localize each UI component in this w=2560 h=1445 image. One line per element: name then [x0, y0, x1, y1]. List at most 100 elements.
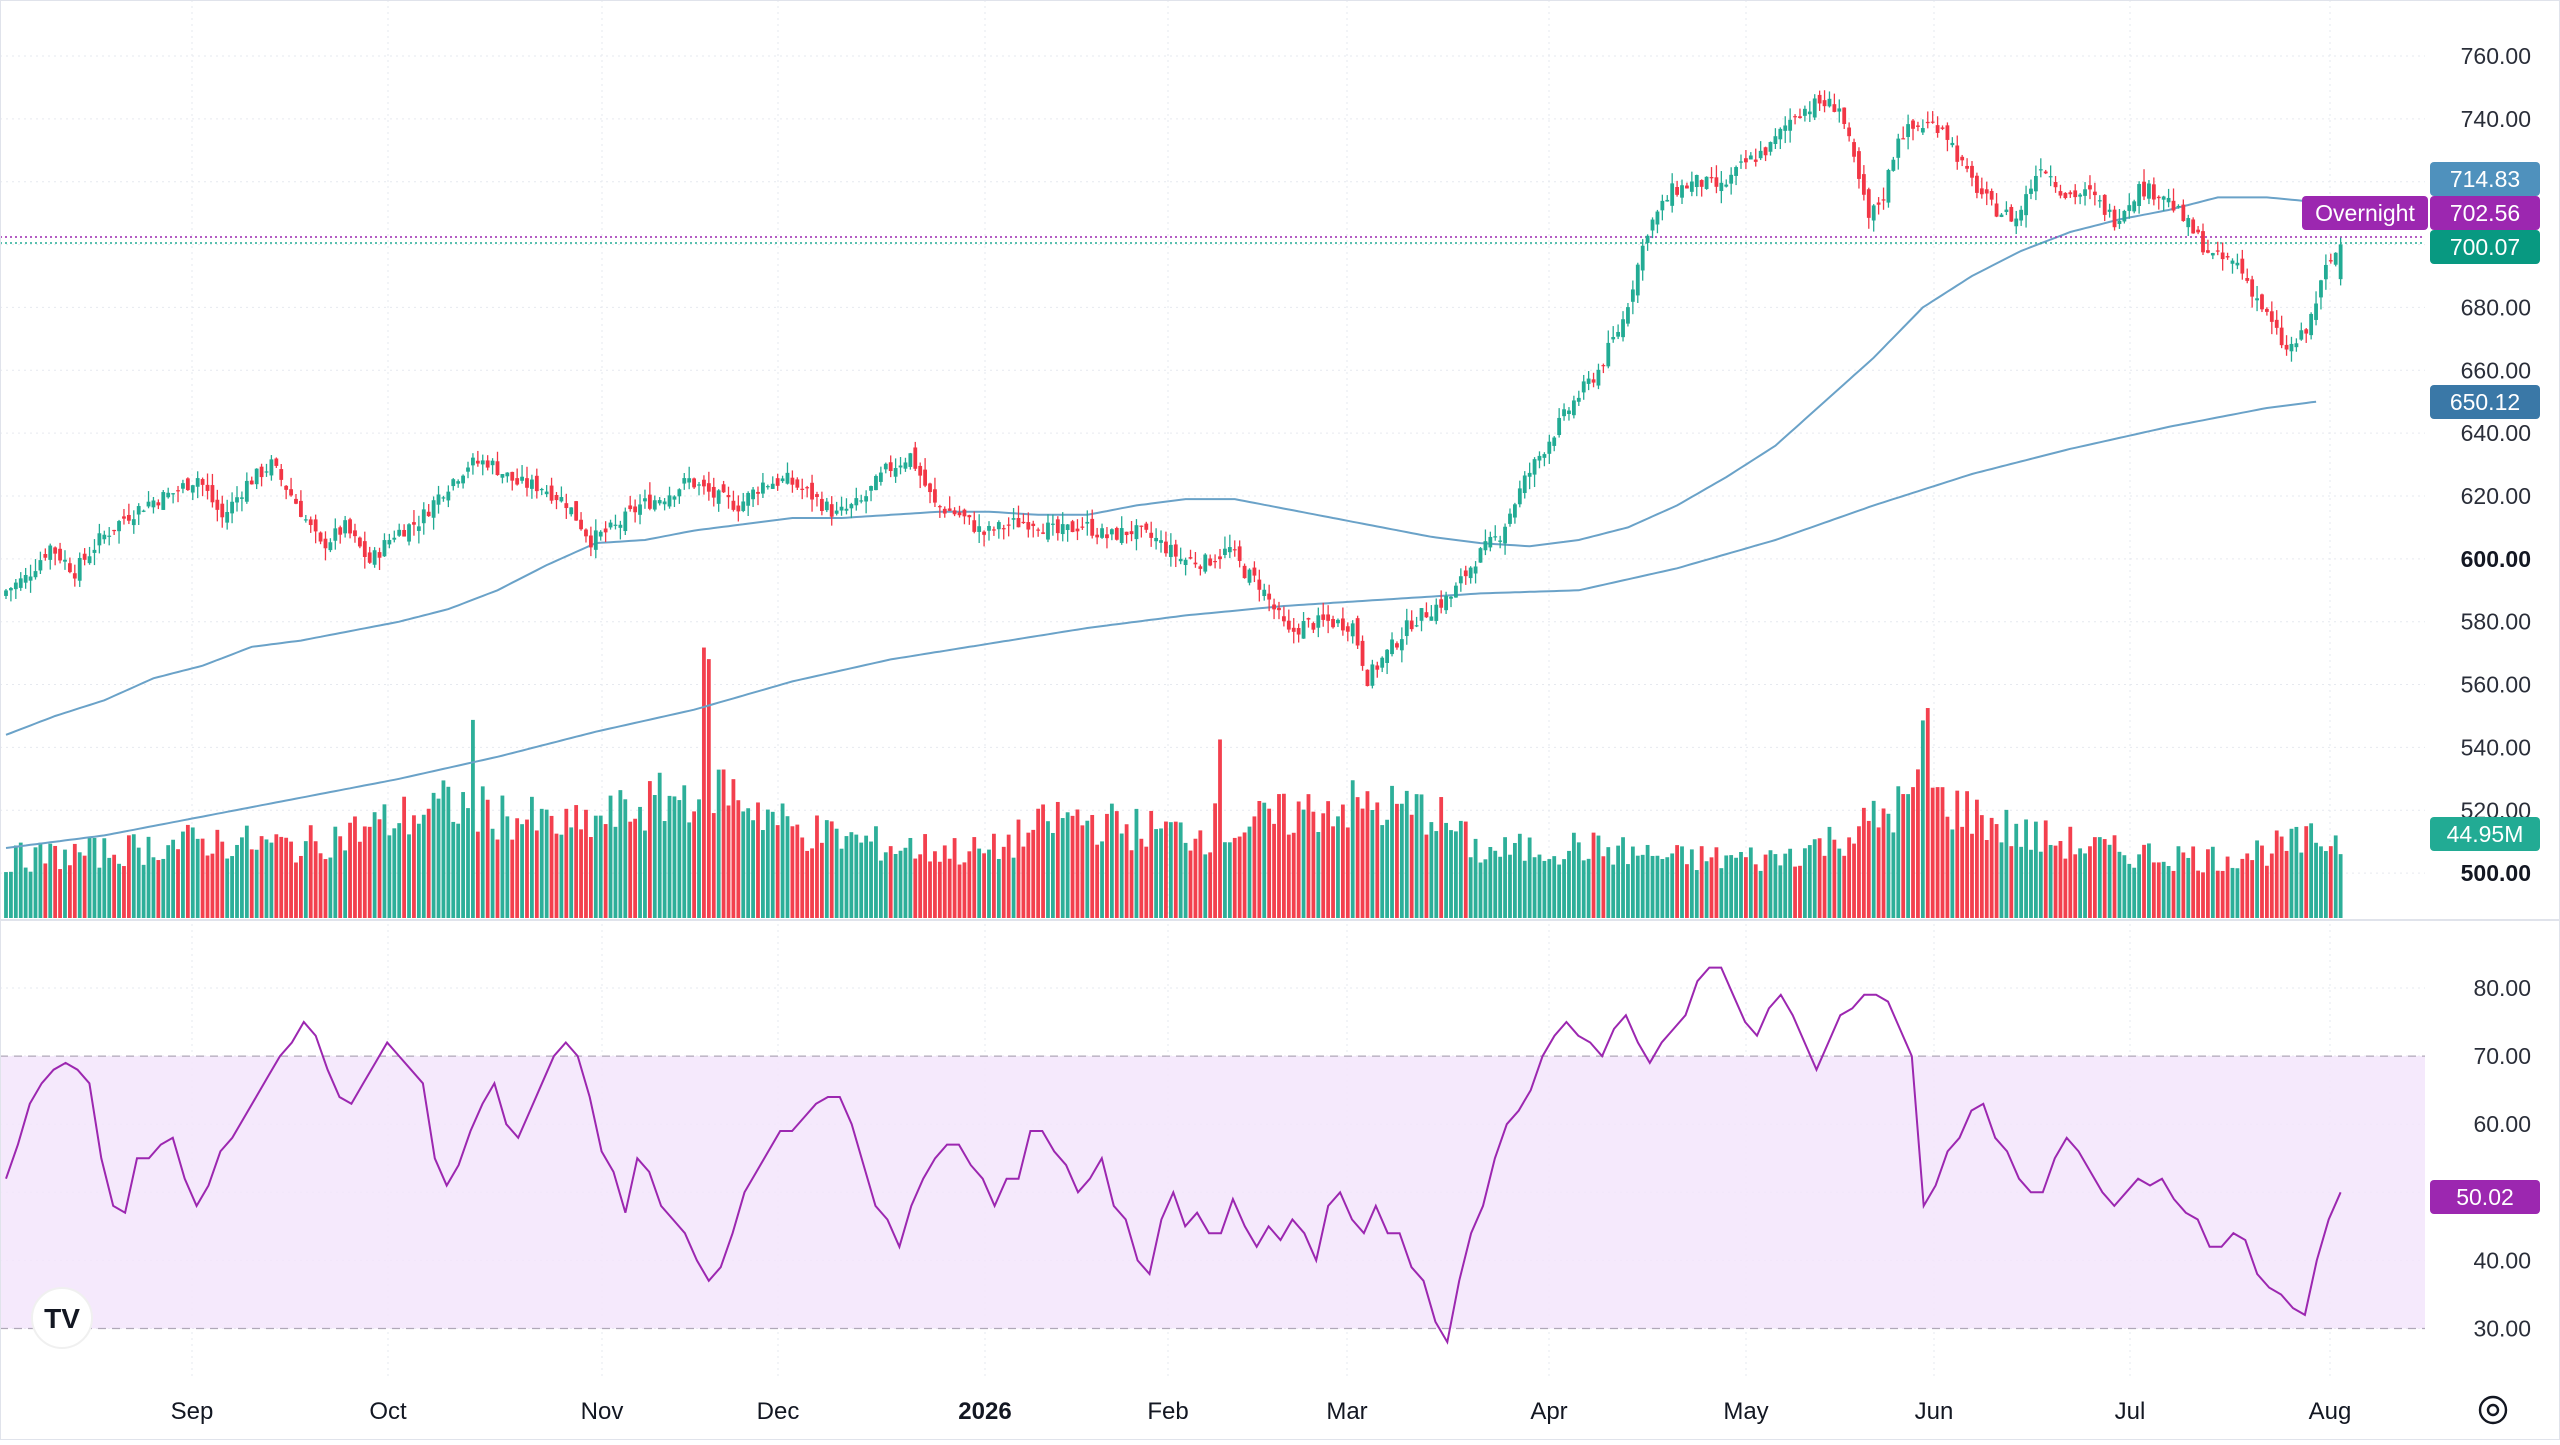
ma200-line — [5, 400, 2317, 849]
volume-bar — [947, 858, 952, 918]
candle-body — [205, 484, 210, 491]
volume-bar — [569, 827, 574, 918]
volume-bar — [937, 861, 942, 918]
volume-bar — [893, 854, 898, 918]
candle-body — [1227, 547, 1232, 553]
volume-bar — [471, 719, 475, 918]
volume-bar — [1970, 833, 1974, 918]
candle-body — [1886, 170, 1891, 203]
candle-body — [2166, 197, 2171, 203]
volume-bar — [1100, 841, 1104, 918]
volume-bar — [2304, 826, 2309, 918]
volume-bar — [1763, 854, 1768, 918]
candle-body — [1473, 566, 1478, 574]
volume-bar — [1262, 802, 1267, 918]
volume-bar — [824, 820, 829, 918]
volume-bar — [1611, 864, 1616, 918]
candle-body — [687, 478, 692, 483]
candle-body — [1881, 199, 1886, 201]
volume-bar — [367, 826, 372, 918]
volume-bar — [1994, 824, 1999, 918]
candle-body — [1591, 379, 1596, 383]
candle-body — [1262, 589, 1267, 597]
last-price-badge: 700.07 — [2430, 230, 2540, 264]
volume-bar — [1326, 801, 1331, 918]
volume-bar — [1306, 794, 1311, 918]
candle-body — [1173, 544, 1178, 557]
volume-bar — [1247, 826, 1252, 918]
volume-bar — [996, 858, 1001, 918]
volume-bar — [412, 815, 416, 918]
candle-body — [2284, 344, 2289, 350]
volume-bar — [2235, 868, 2240, 918]
volume-bar — [210, 853, 215, 918]
candle-body — [1385, 649, 1390, 663]
candle-body — [1404, 620, 1409, 637]
candle-body — [146, 501, 151, 507]
candle-body — [2265, 308, 2269, 312]
volume-bar — [1965, 791, 1969, 918]
candle-body — [1975, 175, 1979, 193]
volume-bar — [810, 848, 814, 918]
candle-body — [348, 519, 352, 534]
volume-bar — [249, 849, 254, 918]
rsi-pane[interactable] — [0, 966, 2425, 1345]
volume-bar — [1454, 831, 1458, 918]
candle-body — [284, 485, 289, 490]
volume-bar — [874, 826, 878, 918]
volume-bar — [1955, 790, 1960, 918]
candle-body — [1758, 150, 1763, 159]
volume-bar — [1586, 858, 1591, 918]
volume-bar — [1154, 829, 1159, 918]
volume-bar — [318, 853, 323, 918]
volume-bar — [421, 814, 426, 918]
candle-body — [2171, 200, 2176, 211]
tradingview-logo[interactable]: TV — [31, 1287, 93, 1349]
candle-body — [682, 478, 687, 484]
rsi-badge-text: 50.02 — [2456, 1184, 2514, 1210]
volume-bar — [967, 851, 972, 918]
candlesticks[interactable] — [4, 90, 2343, 689]
overnight-label-text: Overnight — [2315, 200, 2415, 226]
candle-body — [299, 500, 303, 517]
candle-body — [1247, 569, 1252, 583]
volume-bar — [1050, 832, 1055, 918]
volume-bar — [1321, 813, 1326, 918]
volume-bar — [770, 811, 775, 918]
volume-bar — [1729, 855, 1734, 918]
volume-bar — [1660, 858, 1665, 918]
volume-bar — [933, 851, 937, 918]
candle-body — [1321, 614, 1326, 620]
candle-body — [1626, 307, 1630, 324]
time-axis-label: Feb — [1147, 1398, 1188, 1425]
candle-body — [274, 458, 279, 466]
candle-body — [1522, 475, 1527, 494]
candle-body — [1296, 628, 1301, 635]
candle-body — [1517, 488, 1522, 505]
candle-body — [1483, 541, 1488, 551]
candle-body — [1026, 522, 1031, 530]
candle-body — [2019, 209, 2024, 221]
volume-bar — [2029, 849, 2033, 918]
candle-body — [1016, 518, 1021, 528]
volume-bar — [141, 864, 146, 918]
gear-icon[interactable] — [2478, 1395, 2508, 1425]
volume-bar — [299, 855, 303, 918]
candle-body — [2269, 311, 2274, 322]
candle-body — [2088, 185, 2092, 190]
volume-bar — [869, 841, 873, 918]
volume-bar — [441, 780, 446, 918]
time-axis-label: Aug — [2309, 1398, 2352, 1425]
rsi-band — [0, 1056, 2425, 1329]
candle-body — [1355, 618, 1360, 646]
volume-bar — [1739, 851, 1743, 918]
candle-body — [2112, 209, 2117, 228]
overnight-label-box — [2302, 196, 2428, 230]
candle-body — [1203, 554, 1208, 572]
candle-body — [1537, 455, 1542, 461]
candle-body — [1567, 410, 1571, 414]
volume-bar — [1616, 845, 1621, 918]
volume-bar — [2083, 853, 2087, 918]
candle-body — [913, 447, 918, 469]
